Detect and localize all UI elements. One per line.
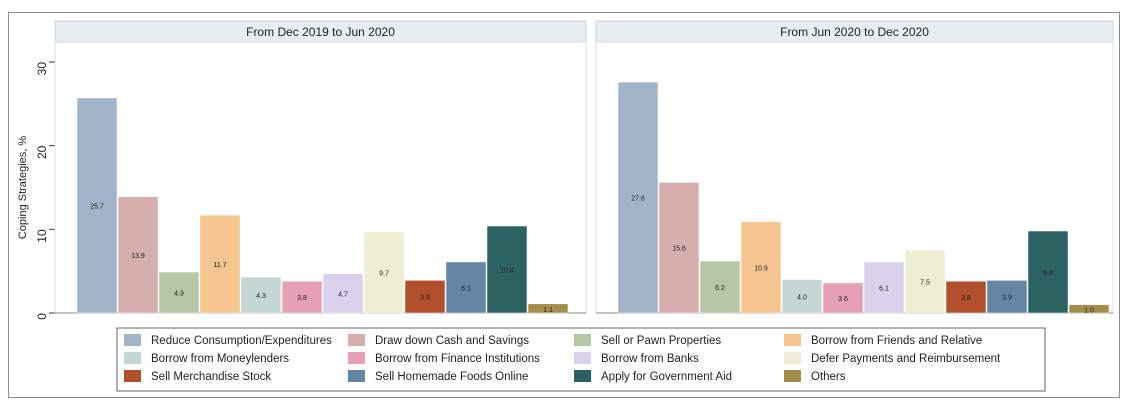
bar-value-label: 3.9 [420,295,430,302]
legend-label: Others [811,371,846,383]
bar [404,280,446,314]
legend-label: Borrow from Moneylenders [151,353,289,365]
legend-swatch [574,352,591,364]
bar-value-label: 6.2 [715,285,725,292]
y-axis-title: Coping Strategies, % [17,136,29,240]
bar-value-label: 3.8 [961,295,971,302]
bar-value-label: 25.7 [90,203,104,210]
legend-label: Borrow from Banks [601,353,699,365]
bar [863,261,905,314]
y-tick-label: 20 [35,145,49,159]
legend-label: Defer Payments and Reimbursement [811,353,1001,365]
bar [281,280,323,314]
bar-value-label: 7.5 [920,280,930,287]
legend-label: Sell Merchandise Stock [151,371,271,383]
bar-value-label: 3.9 [1002,295,1012,302]
bar-value-label: 4.7 [338,291,348,298]
legend-swatch [574,334,591,346]
legend-label: Reduce Consumption/Expenditures [151,335,332,347]
coping-strategies-chart: 0 10 20 30 Coping Strategies, % From Dec 2019… [17,20,1114,392]
bar-value-label: 3.8 [297,295,307,302]
bar-value-label: 27.6 [631,196,645,203]
legend-swatch [784,334,801,346]
legend-label: Sell Homemade Foods Online [375,371,528,383]
bar [527,303,569,314]
legend-label: Sell or Pawn Properties [601,335,721,347]
bar [1068,304,1110,314]
y-tick-label: 0 [35,313,49,320]
bar-value-label: 15.6 [672,246,686,253]
bar-value-label: 6.1 [461,285,471,292]
legend-swatch [124,352,141,364]
legend-swatch [124,370,141,382]
bar-value-label: 9.7 [379,270,389,277]
bar-value-label: 13.9 [131,253,145,260]
chart-frame: 0 10 20 30 Coping Strategies, % From Dec 2019… [8,12,1120,398]
legend-swatch [574,370,591,382]
bar [1027,230,1069,314]
bar-value-label: 10.4 [500,267,514,274]
bar-value-label: 11.7 [213,262,226,269]
bar [986,280,1028,314]
legend-swatch [348,352,365,364]
y-tick-label: 30 [35,62,49,76]
bar-value-label: 4.0 [797,294,807,301]
bar-value-label: 4.9 [174,291,184,298]
bar [363,231,405,314]
legend-swatch [348,334,365,346]
bar [76,97,118,314]
bar-value-label: 1.1 [543,307,553,314]
bar-value-label: 6.1 [879,285,889,292]
legend-swatch [784,370,801,382]
legend-swatch [348,370,365,382]
y-tick-label: 10 [35,229,49,243]
bar [740,221,782,314]
legend-label: Borrow from Finance Institutions [375,353,540,365]
bar [658,182,700,314]
bar [617,81,659,314]
bar-value-label: 1.0 [1084,308,1094,315]
bar [199,214,241,314]
bar [445,261,487,314]
bar [904,250,946,314]
bar [486,225,528,314]
legend-label: Draw down Cash and Savings [375,335,529,347]
bar [240,276,282,314]
legend-label: Borrow from Friends and Relative [811,335,982,347]
legend-swatch [784,352,801,364]
bar-value-label: 3.6 [838,296,848,303]
bar [158,271,200,314]
legend-swatch [124,334,141,346]
bar [699,260,741,314]
bar [822,282,864,314]
panel-title: From Jun 2020 to Dec 2020 [780,25,929,39]
bar-value-label: 4.3 [256,293,266,300]
bar [117,196,159,314]
panel-title: From Dec 2019 to Jun 2020 [246,25,395,39]
bar [322,273,364,314]
bar [945,280,987,314]
bar-value-label: 10.9 [754,265,768,272]
legend-label: Apply for Government Aid [601,371,732,383]
bar-value-label: 9.8 [1043,270,1053,277]
bar [781,279,823,314]
